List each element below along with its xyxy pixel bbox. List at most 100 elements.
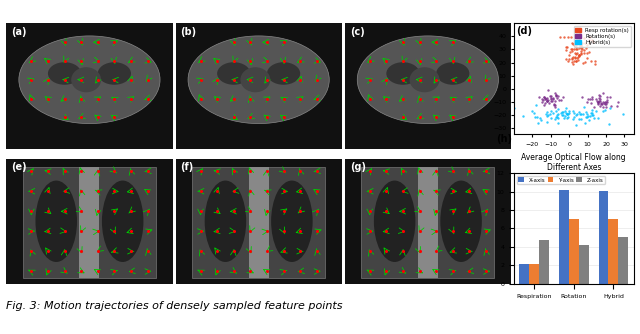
Ellipse shape	[71, 67, 101, 92]
Point	[546, 94, 556, 99]
Point	[545, 93, 555, 99]
Bar	[529, 264, 540, 284]
Point	[576, 50, 586, 55]
Point	[584, 49, 595, 55]
Point	[564, 49, 575, 54]
Point	[587, 112, 597, 118]
Point	[552, 111, 563, 116]
Point	[546, 96, 556, 101]
Point	[582, 114, 592, 119]
Point	[550, 116, 560, 122]
Point	[581, 109, 591, 115]
Point	[531, 103, 541, 108]
Bar	[579, 245, 589, 284]
Point	[604, 121, 614, 126]
Point	[568, 109, 578, 114]
Point	[546, 97, 556, 102]
Bar	[192, 167, 325, 278]
Point	[589, 115, 599, 121]
Point	[595, 98, 605, 103]
Point	[561, 44, 572, 49]
Point	[595, 96, 605, 102]
Point	[561, 105, 572, 111]
Point	[551, 108, 561, 114]
Point	[550, 93, 561, 99]
Point	[550, 105, 561, 110]
Point	[579, 50, 589, 55]
Point	[568, 117, 578, 122]
Point	[580, 120, 591, 125]
Bar	[249, 167, 269, 278]
Point	[549, 103, 559, 108]
Text: (e): (e)	[12, 162, 27, 172]
Point	[561, 47, 571, 52]
Point	[563, 34, 573, 39]
Point	[564, 109, 575, 114]
Bar	[23, 167, 156, 278]
Point	[572, 111, 582, 116]
Bar	[520, 264, 529, 284]
Point	[531, 114, 541, 119]
Point	[590, 61, 600, 67]
Point	[573, 58, 583, 63]
Point	[556, 111, 566, 116]
Title: Average Optical Flow along
Different Axes: Average Optical Flow along Different Axe…	[522, 153, 626, 172]
Point	[586, 94, 596, 99]
Point	[575, 35, 585, 40]
Point	[602, 100, 612, 105]
Point	[556, 97, 566, 103]
Point	[580, 59, 590, 65]
Point	[588, 39, 598, 44]
Point	[578, 112, 588, 117]
Point	[579, 48, 589, 53]
Ellipse shape	[205, 181, 246, 262]
Point	[577, 95, 587, 100]
Point	[595, 95, 605, 100]
Point	[574, 109, 584, 114]
Point	[601, 104, 611, 110]
Point	[537, 96, 547, 102]
Point	[600, 100, 611, 105]
Point	[566, 60, 577, 65]
Point	[548, 101, 559, 106]
Point	[541, 97, 552, 102]
Ellipse shape	[241, 67, 270, 92]
Point	[538, 98, 548, 103]
Point	[543, 88, 554, 93]
Point	[593, 101, 603, 106]
Point	[601, 102, 611, 107]
Point	[593, 93, 604, 98]
Ellipse shape	[267, 62, 300, 85]
Point	[568, 46, 579, 52]
Point	[557, 112, 568, 117]
Point	[586, 110, 596, 116]
Ellipse shape	[188, 36, 329, 124]
Point	[541, 99, 552, 104]
Point	[560, 108, 570, 114]
Point	[558, 113, 568, 118]
Point	[572, 51, 582, 56]
Point	[585, 97, 595, 102]
Point	[550, 91, 560, 96]
Point	[560, 113, 570, 119]
Point	[563, 111, 573, 116]
Point	[564, 110, 574, 116]
Point	[591, 96, 602, 102]
Point	[582, 99, 593, 105]
Point	[601, 99, 611, 105]
Point	[598, 104, 608, 110]
Point	[542, 98, 552, 104]
Point	[572, 35, 582, 41]
Point	[566, 55, 577, 61]
Point	[571, 58, 581, 63]
Point	[574, 45, 584, 50]
Point	[551, 92, 561, 98]
Point	[584, 118, 595, 123]
Text: (b): (b)	[180, 27, 196, 37]
Point	[586, 101, 596, 106]
Point	[604, 105, 614, 111]
Bar	[418, 167, 438, 278]
Point	[598, 101, 609, 106]
Point	[576, 42, 586, 48]
Point	[568, 114, 579, 119]
